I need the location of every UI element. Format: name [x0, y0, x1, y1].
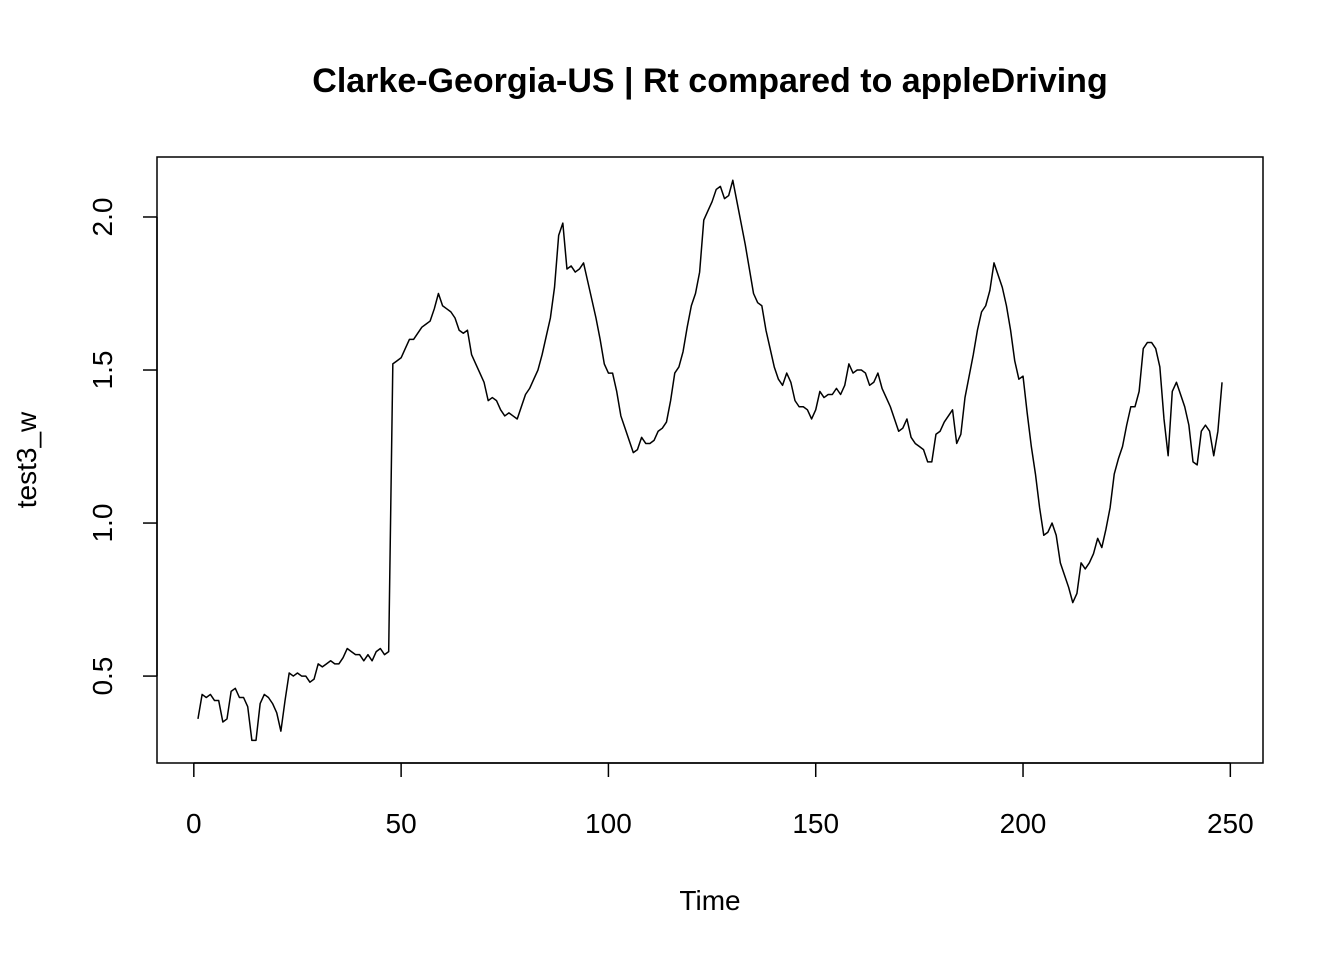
- y-tick-label: 2.0: [87, 198, 118, 237]
- y-tick-label: 1.5: [87, 351, 118, 390]
- y-tick-label: 0.5: [87, 657, 118, 696]
- x-tick-label: 50: [386, 808, 417, 839]
- y-tick-label: 1.0: [87, 504, 118, 543]
- x-tick-label: 150: [792, 808, 839, 839]
- y-axis-label: test3_w: [11, 411, 42, 508]
- x-axis-label: Time: [679, 885, 740, 916]
- x-tick-label: 100: [585, 808, 632, 839]
- data-line: [197, 179, 1223, 742]
- x-tick-label: 0: [186, 808, 202, 839]
- plot-box: [156, 156, 1264, 764]
- x-tick-label: 200: [1000, 808, 1047, 839]
- chart-title: Clarke-Georgia-US | Rt compared to apple…: [312, 62, 1107, 100]
- x-tick-label: 250: [1207, 808, 1254, 839]
